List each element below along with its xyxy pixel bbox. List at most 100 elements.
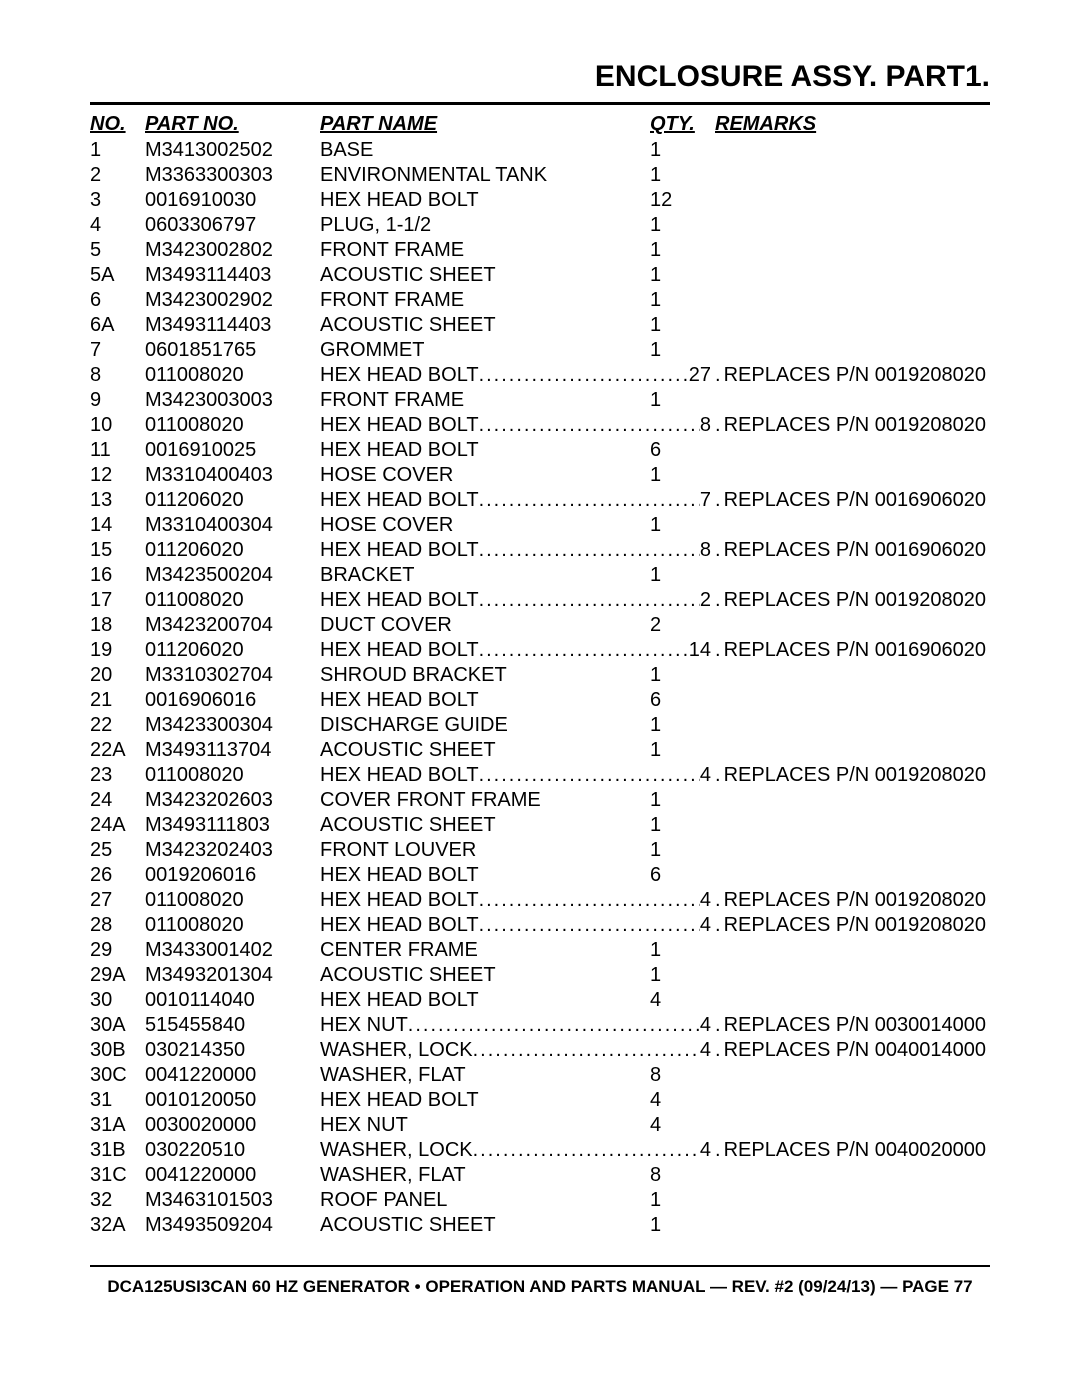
leader-dots [479, 414, 700, 437]
part-name-text: HEX HEAD BOLT [320, 639, 479, 662]
cell-qty: 8 [700, 414, 711, 437]
cell-remarks [715, 938, 990, 963]
cell-part-no: M3493114403 [145, 263, 320, 288]
cell-part-name: DUCT COVER [320, 613, 650, 638]
cell-qty: 2 [700, 589, 711, 612]
cell-remarks [715, 713, 990, 738]
cell-part-name: PLUG, 1-1/2 [320, 213, 650, 238]
cell-remarks [715, 963, 990, 988]
leader-dots [479, 639, 689, 662]
cell-no: 28 [90, 913, 145, 938]
cell-remarks: REPLACES P/N 0019208020 [715, 888, 990, 913]
cell-remarks: REPLACES P/N 0019208020 [715, 363, 990, 388]
part-name-text: HEX HEAD BOLT [320, 489, 479, 512]
part-name-text: HEX HEAD BOLT [320, 914, 479, 937]
cell-remarks [715, 263, 990, 288]
leader-dots [479, 889, 700, 912]
cell-qty: 1 [650, 563, 715, 588]
cell-part-no: M3310400304 [145, 513, 320, 538]
cell-part-no: M3423003003 [145, 388, 320, 413]
cell-remarks [715, 988, 990, 1013]
cell-no: 30 [90, 988, 145, 1013]
table-row: 14M3310400304HOSE COVER1 [90, 513, 990, 538]
table-row: 16M3423500204BRACKET1 [90, 563, 990, 588]
cell-remarks [715, 338, 990, 363]
cell-part-no: M3433001402 [145, 938, 320, 963]
cell-remarks [715, 1063, 990, 1088]
cell-remarks [715, 188, 990, 213]
table-row: 10011008020HEX HEAD BOLT8REPLACES P/N 00… [90, 413, 990, 438]
remarks-text: REPLACES P/N 0016906020 [724, 489, 986, 512]
table-row: 6M3423002902FRONT FRAME1 [90, 288, 990, 313]
cell-part-no: 0010120050 [145, 1088, 320, 1113]
cell-no: 25 [90, 838, 145, 863]
remarks-text: REPLACES P/N 0016906020 [724, 639, 986, 662]
cell-remarks: REPLACES P/N 0019208020 [715, 913, 990, 938]
page-content: ENCLOSURE ASSY. PART1. NO. PART NO. PART… [90, 60, 990, 1238]
cell-remarks: REPLACES P/N 0019208020 [715, 763, 990, 788]
cell-qty: 1 [650, 388, 715, 413]
cell-part-name: ENVIRONMENTAL TANK [320, 163, 650, 188]
part-name-text: HEX HEAD BOLT [320, 364, 479, 387]
cell-part-no: M3423500204 [145, 563, 320, 588]
cell-remarks [715, 1213, 990, 1238]
cell-qty: 27 [689, 364, 711, 387]
cell-no: 22A [90, 738, 145, 763]
col-qty: QTY. [650, 113, 715, 138]
cell-part-no: M3423202403 [145, 838, 320, 863]
part-name-text: HEX NUT [320, 1014, 408, 1037]
cell-no: 16 [90, 563, 145, 588]
cell-remarks [715, 313, 990, 338]
cell-part-no: M3423300304 [145, 713, 320, 738]
cell-part-name: DISCHARGE GUIDE [320, 713, 650, 738]
table-row: 2M3363300303ENVIRONMENTAL TANK1 [90, 163, 990, 188]
cell-part-name: HEX HEAD BOLT [320, 438, 650, 463]
table-row: 12M3310400403HOSE COVER1 [90, 463, 990, 488]
cell-qty: 1 [650, 288, 715, 313]
cell-part-name: HEX HEAD BOLT [320, 988, 650, 1013]
cell-no: 24A [90, 813, 145, 838]
cell-remarks [715, 513, 990, 538]
table-row: 23011008020HEX HEAD BOLT4REPLACES P/N 00… [90, 763, 990, 788]
cell-remarks: REPLACES P/N 0019208020 [715, 588, 990, 613]
cell-qty: 1 [650, 1213, 715, 1238]
cell-remarks [715, 663, 990, 688]
col-part-name: PART NAME [320, 113, 650, 138]
cell-part-name: FRONT FRAME [320, 238, 650, 263]
cell-part-name: HEX HEAD BOLT [320, 863, 650, 888]
cell-part-no: 0016910025 [145, 438, 320, 463]
table-row: 8011008020HEX HEAD BOLT27REPLACES P/N 00… [90, 363, 990, 388]
table-row: 29M3433001402CENTER FRAME1 [90, 938, 990, 963]
table-row: 110016910025HEX HEAD BOLT6 [90, 438, 990, 463]
cell-part-name: WASHER, FLAT [320, 1063, 650, 1088]
cell-qty: 1 [650, 738, 715, 763]
leader-dots [715, 539, 724, 562]
cell-qty: 2 [650, 613, 715, 638]
cell-no: 18 [90, 613, 145, 638]
cell-remarks: REPLACES P/N 0040014000 [715, 1038, 990, 1063]
col-no: NO. [90, 113, 145, 138]
cell-no: 6 [90, 288, 145, 313]
table-row: 70601851765GROMMET1 [90, 338, 990, 363]
cell-qty: 1 [650, 238, 715, 263]
cell-part-name: FRONT LOUVER [320, 838, 650, 863]
cell-part-no: M3363300303 [145, 163, 320, 188]
cell-qty: 6 [650, 863, 715, 888]
leader-dots [715, 889, 724, 912]
cell-part-no: M3423202603 [145, 788, 320, 813]
cell-part-no: M3413002502 [145, 138, 320, 163]
cell-remarks [715, 788, 990, 813]
cell-no: 6A [90, 313, 145, 338]
table-row: 260019206016HEX HEAD BOLT6 [90, 863, 990, 888]
remarks-text: REPLACES P/N 0019208020 [724, 589, 986, 612]
cell-part-name: HEX HEAD BOLT7 [320, 488, 715, 513]
cell-part-name: ACOUSTIC SHEET [320, 813, 650, 838]
cell-no: 31A [90, 1113, 145, 1138]
cell-no: 8 [90, 363, 145, 388]
cell-part-name: HOSE COVER [320, 513, 650, 538]
cell-remarks: REPLACES P/N 0030014000 [715, 1013, 990, 1038]
cell-part-no: M3310400403 [145, 463, 320, 488]
cell-part-name: WASHER, LOCK4 [320, 1138, 715, 1163]
cell-part-name: HEX HEAD BOLT2 [320, 588, 715, 613]
cell-no: 26 [90, 863, 145, 888]
